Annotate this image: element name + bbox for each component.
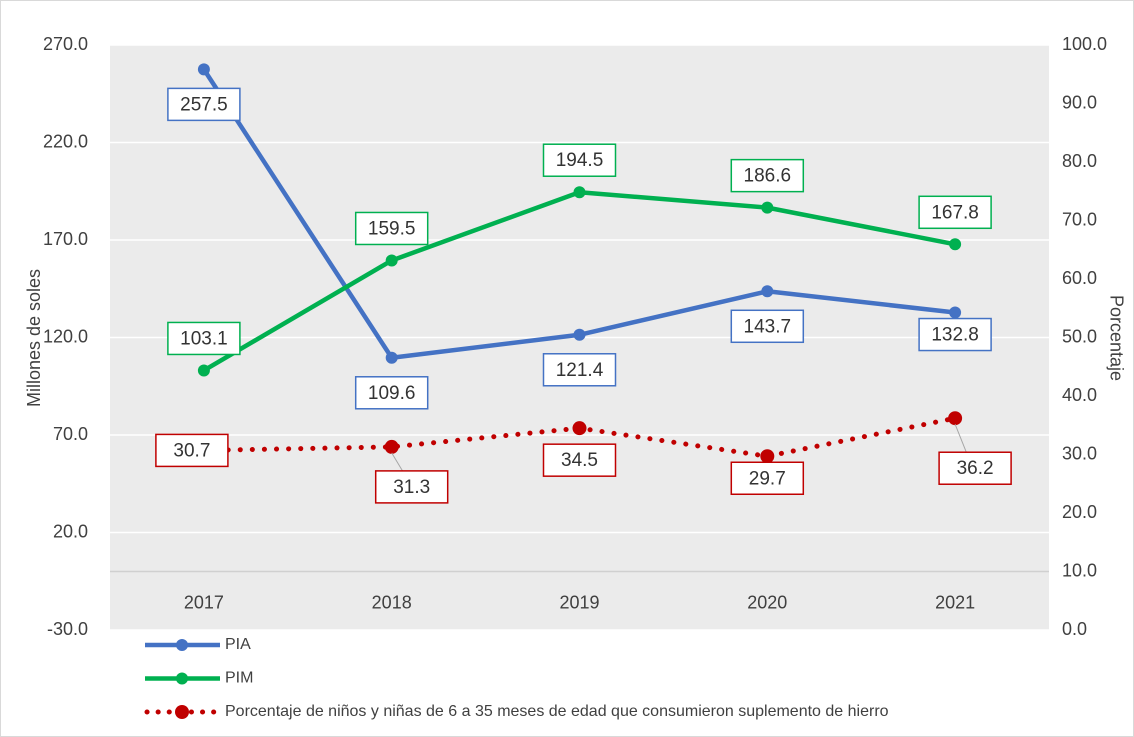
y2-tick-label: 60.0: [1062, 268, 1097, 288]
label-box: [155, 433, 229, 468]
legend-marker: [176, 672, 188, 685]
label-box: [542, 443, 617, 477]
marker: [385, 351, 398, 364]
legend-marker: [176, 639, 188, 651]
marker: [573, 186, 586, 199]
data-label: 109.6: [368, 383, 416, 404]
marker: [573, 328, 586, 341]
data-label: 34.5: [561, 450, 598, 471]
y-tick-label: 220.0: [43, 131, 88, 151]
y2-axis-label: Porcentaje: [1106, 295, 1126, 381]
y-tick-label: 20.0: [53, 521, 88, 541]
y2-tick-label: 50.0: [1062, 326, 1097, 346]
y-tick-label: 70.0: [53, 424, 88, 444]
legend-marker: [175, 705, 189, 719]
marker: [385, 254, 398, 267]
label-box: [542, 143, 617, 177]
y2-tick-label: 90.0: [1062, 92, 1097, 112]
data-label: 103.1: [180, 328, 228, 349]
label-box: [542, 353, 617, 387]
data-label: 143.7: [744, 316, 792, 337]
y2-tick-label: 0.0: [1062, 619, 1087, 639]
data-label: 29.7: [749, 468, 786, 489]
marker: [197, 63, 210, 76]
label-box: [938, 451, 1012, 485]
marker: [949, 238, 962, 251]
label-box: [354, 211, 429, 246]
y-axis-label: Millones de soles: [24, 269, 44, 407]
marker: [760, 449, 775, 464]
label-box: [918, 195, 992, 230]
legend-label: PIA: [225, 636, 251, 653]
x-tick-label: 2017: [184, 592, 224, 612]
x-tick-label: 2020: [747, 592, 787, 612]
data-label: 30.7: [173, 440, 210, 461]
label-box: [167, 321, 241, 356]
label-box: [918, 317, 992, 352]
y2-tick-label: 100.0: [1062, 34, 1107, 54]
data-label: 167.8: [931, 202, 979, 223]
leader-line: [954, 424, 968, 455]
y-tick-label: 120.0: [43, 326, 88, 346]
data-label: 132.8: [931, 325, 979, 346]
y2-tick-label: 80.0: [1062, 151, 1097, 171]
data-label: 257.5: [180, 94, 228, 115]
data-label: 121.4: [556, 360, 604, 381]
y2-tick-label: 30.0: [1062, 443, 1097, 463]
data-label: 194.5: [556, 150, 604, 171]
y2-tick-label: 70.0: [1062, 209, 1097, 229]
legend-label: Porcentaje de niños y niñas de 6 a 35 me…: [225, 703, 889, 720]
marker: [949, 306, 962, 319]
marker: [384, 439, 399, 454]
marker: [761, 285, 774, 298]
legend-label: PIM: [225, 670, 253, 687]
marker: [572, 421, 587, 436]
label-box: [730, 461, 805, 496]
label-box: [354, 376, 429, 410]
label-box: [730, 158, 805, 193]
x-tick-label: 2021: [935, 592, 975, 612]
marker: [948, 411, 963, 426]
y-tick-label: -30.0: [47, 619, 88, 639]
data-label: 186.6: [744, 166, 792, 187]
data-label: 36.2: [957, 458, 994, 479]
x-tick-label: 2019: [559, 592, 599, 612]
marker: [197, 364, 210, 377]
y-tick-label: 170.0: [43, 229, 88, 249]
data-label: 159.5: [368, 218, 416, 239]
y2-tick-label: 40.0: [1062, 385, 1097, 405]
y-tick-label: 270.0: [43, 34, 88, 54]
label-box: [374, 470, 449, 504]
label-box: [730, 309, 805, 344]
data-label: 31.3: [393, 477, 430, 498]
x-tick-label: 2018: [372, 592, 412, 612]
marker: [761, 201, 774, 214]
y2-tick-label: 20.0: [1062, 502, 1097, 522]
label-box: [167, 87, 241, 122]
y2-tick-label: 10.0: [1062, 560, 1097, 580]
leader-line: [391, 452, 405, 474]
